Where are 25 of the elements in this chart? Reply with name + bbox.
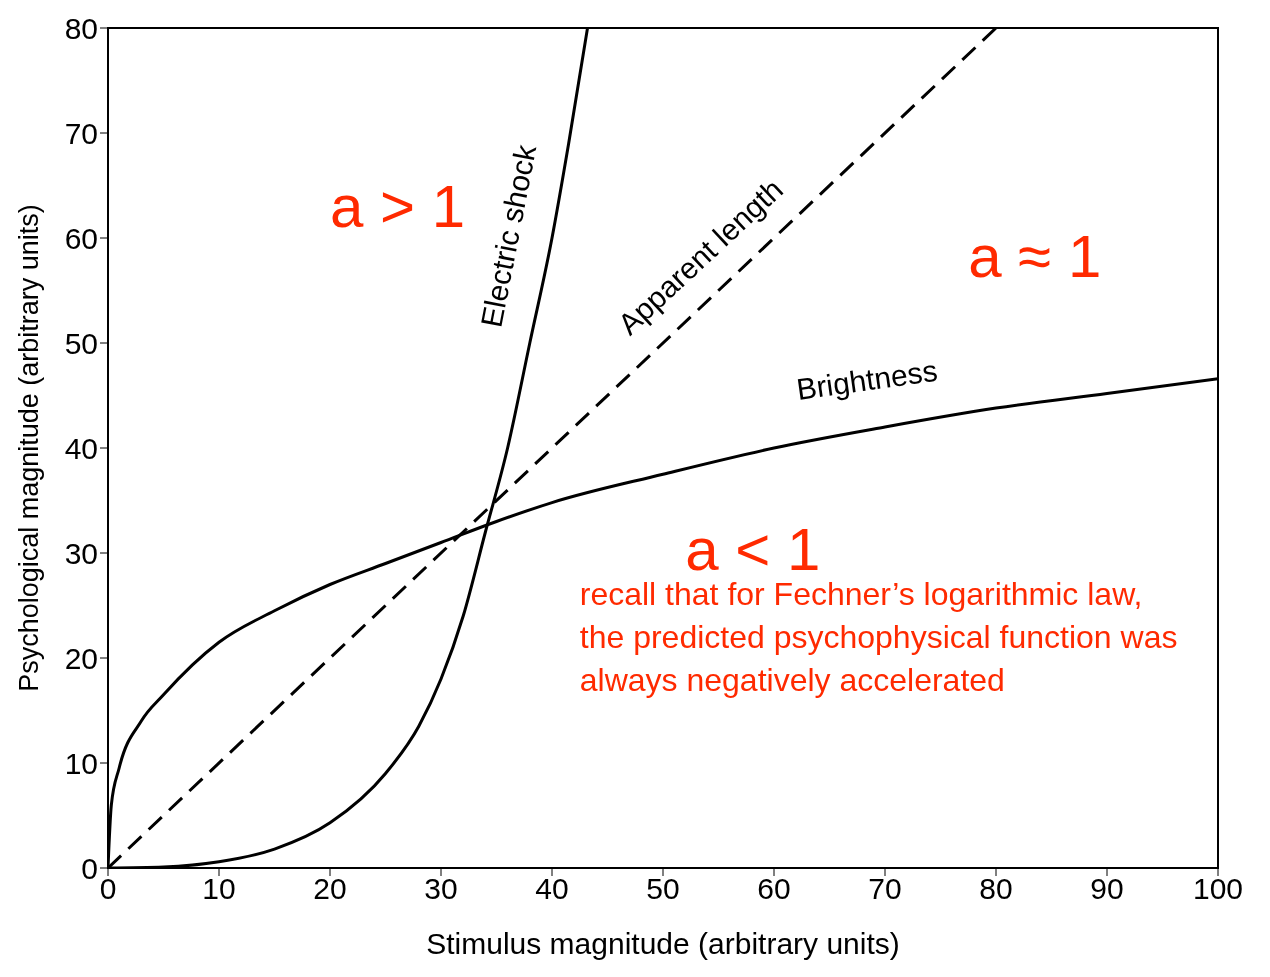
x-axis-title: Stimulus magnitude (arbitrary units) <box>426 927 900 960</box>
x-tick-label: 90 <box>1090 872 1124 906</box>
x-tick-label: 60 <box>757 872 791 906</box>
y-axis-title: Psychological magnitude (arbitrary units) <box>13 204 44 692</box>
x-tick-label: 100 <box>1192 872 1244 906</box>
x-tick-label: 20 <box>313 872 347 906</box>
text: Brightness <box>794 353 940 407</box>
y-tick-label: 60 <box>64 221 98 255</box>
x-tick-label: 30 <box>424 872 458 906</box>
text: Electric shock <box>474 141 543 330</box>
y-tick-label: 40 <box>64 431 98 465</box>
y-tick-label: 0 <box>81 851 98 885</box>
annotation: a > 1 <box>330 173 466 241</box>
y-tick-label: 10 <box>64 746 98 780</box>
x-tick-label: 10 <box>202 872 236 906</box>
x-tick-label: 70 <box>868 872 902 906</box>
annotation: a ≈ 1 <box>968 221 1103 292</box>
y-tick-label: 50 <box>64 326 98 360</box>
x-tick-label: 80 <box>979 872 1013 906</box>
x-tick-label: 50 <box>646 872 680 906</box>
y-tick-label: 70 <box>64 116 98 150</box>
y-tick-label: 30 <box>64 536 98 570</box>
y-tick-label: 20 <box>64 641 98 675</box>
x-tick-label: 40 <box>535 872 569 906</box>
y-tick-label: 80 <box>64 11 98 45</box>
